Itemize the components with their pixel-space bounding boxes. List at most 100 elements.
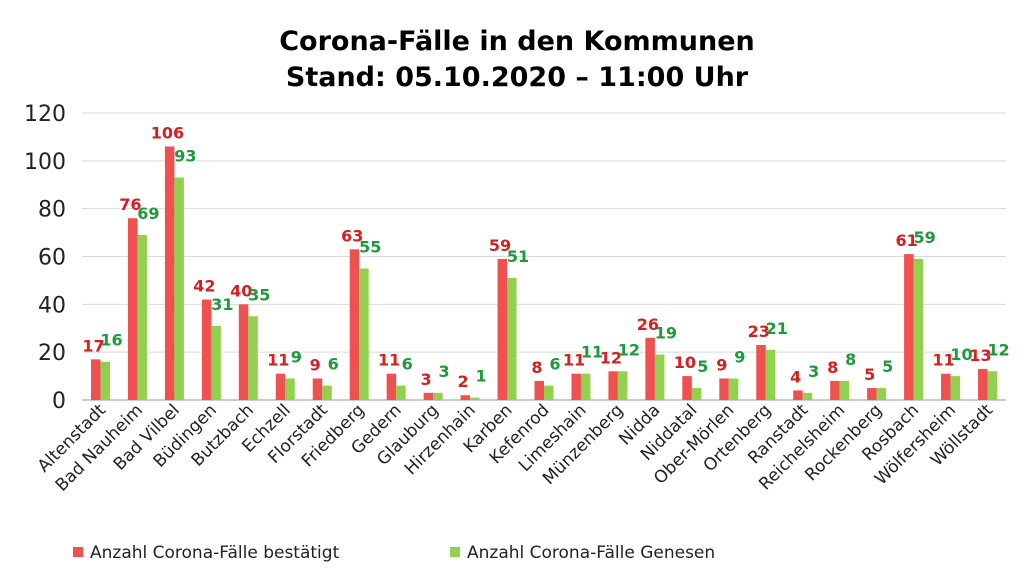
y-tick-label: 120 (24, 102, 66, 127)
bar-bestaetigt (386, 373, 397, 400)
bar-genesen (174, 177, 184, 400)
bar-genesen (617, 371, 628, 400)
y-tick-label: 20 (38, 341, 66, 366)
bar-bestaetigt (608, 371, 618, 400)
bar-bestaetigt (941, 373, 951, 400)
y-axis-ticks: 0 20 40 60 80 100 120 (24, 102, 66, 414)
y-tick-label: 40 (38, 293, 66, 318)
data-label-genesen: 5 (697, 357, 708, 376)
legend-label-bestaetigt: Anzahl Corona-Fälle bestätigt (90, 543, 340, 563)
bar-bestaetigt (571, 373, 581, 400)
data-label-genesen: 3 (439, 362, 450, 381)
bar-bestaetigt (312, 378, 323, 400)
bar-genesen (654, 354, 665, 400)
data-label-bestaetigt: 63 (341, 226, 363, 245)
data-label-genesen: 3 (808, 362, 819, 381)
y-tick-label: 0 (52, 389, 66, 414)
bar-genesen (137, 234, 147, 400)
bar-genesen (211, 325, 221, 400)
data-label-genesen: 31 (211, 295, 233, 314)
data-label-bestaetigt: 42 (193, 277, 215, 296)
data-label-bestaetigt: 61 (895, 231, 917, 250)
bar-bestaetigt (164, 146, 175, 400)
data-label-genesen: 69 (137, 204, 159, 223)
data-label-bestaetigt: 9 (716, 355, 727, 374)
bar-bestaetigt (275, 373, 286, 400)
data-label-genesen: 11 (581, 343, 603, 362)
data-label-bestaetigt: 5 (864, 365, 875, 384)
bar-bestaetigt (867, 388, 877, 400)
data-label-genesen: 55 (359, 237, 381, 256)
data-label-genesen: 6 (402, 355, 413, 374)
data-label-genesen: 16 (100, 331, 122, 350)
bar-bestaetigt (90, 359, 101, 400)
bar-genesen (544, 385, 554, 400)
data-label-genesen: 21 (766, 319, 788, 338)
data-label-bestaetigt: 10 (674, 353, 696, 372)
chart-title: Corona-Fälle in den Kommunen (279, 26, 755, 57)
bar-genesen (876, 388, 887, 400)
bar-genesen (359, 268, 369, 400)
bar-genesen (950, 376, 961, 400)
data-label-bestaetigt: 2 (458, 372, 469, 391)
data-label-bestaetigt: 8 (531, 358, 542, 377)
data-label-genesen: 9 (734, 347, 745, 366)
data-label-bestaetigt: 11 (378, 351, 400, 370)
bar-bestaetigt (238, 304, 249, 400)
bar-bestaetigt (978, 368, 988, 400)
bar-genesen (802, 392, 813, 400)
grid-lines (82, 112, 1006, 401)
data-label-bestaetigt: 8 (827, 358, 838, 377)
legend-swatch-bestaetigt (73, 547, 83, 557)
data-label-genesen: 93 (174, 147, 196, 166)
bar-bestaetigt (127, 218, 138, 400)
bar-genesen (396, 385, 406, 400)
bar-genesen (507, 278, 517, 400)
data-label-bestaetigt: 3 (421, 370, 432, 389)
bar-bestaetigt (830, 380, 840, 400)
bar-bestaetigt (756, 344, 766, 400)
data-label-bestaetigt: 40 (230, 281, 252, 300)
data-label-genesen: 35 (248, 285, 270, 304)
bar-genesen (322, 385, 332, 400)
data-label-bestaetigt: 76 (119, 195, 141, 214)
bar-bestaetigt (793, 390, 803, 400)
data-label-genesen: 12 (618, 340, 640, 359)
y-tick-label: 60 (38, 246, 66, 271)
data-label-genesen: 6 (328, 355, 339, 374)
chart-subtitle: Stand: 05.10.2020 – 11:00 Uhr (286, 62, 749, 93)
data-label-genesen: 5 (882, 357, 893, 376)
bar-genesen (765, 349, 776, 400)
data-label-bestaetigt: 11 (563, 351, 585, 370)
legend: Anzahl Corona-Fälle bestätigt Anzahl Cor… (73, 543, 715, 563)
bar-genesen (100, 361, 110, 400)
data-label-genesen: 12 (987, 340, 1009, 359)
y-tick-label: 80 (38, 198, 66, 223)
bar-genesen (728, 378, 739, 400)
data-label-genesen: 1 (476, 367, 487, 386)
data-label-bestaetigt: 9 (310, 355, 321, 374)
data-label-genesen: 8 (845, 350, 856, 369)
bar-bestaetigt (904, 254, 914, 400)
bar-genesen (248, 316, 258, 400)
legend-label-genesen: Anzahl Corona-Fälle Genesen (467, 543, 715, 563)
bar-bestaetigt (349, 249, 360, 400)
data-label-bestaetigt: 4 (790, 367, 801, 386)
y-tick-label: 100 (24, 150, 66, 175)
data-label-bestaetigt: 17 (82, 336, 104, 355)
bar-genesen (987, 371, 998, 400)
bar-genesen (470, 397, 480, 400)
data-label-genesen: 6 (549, 355, 560, 374)
bar-genesen (285, 378, 295, 400)
data-label-genesen: 10 (950, 345, 972, 364)
data-label-bestaetigt: 12 (600, 348, 622, 367)
data-label-bestaetigt: 59 (489, 236, 511, 255)
data-label-genesen: 51 (507, 247, 529, 266)
bars (90, 146, 998, 400)
bar-bestaetigt (460, 395, 471, 400)
data-label-bestaetigt: 106 (151, 123, 184, 142)
